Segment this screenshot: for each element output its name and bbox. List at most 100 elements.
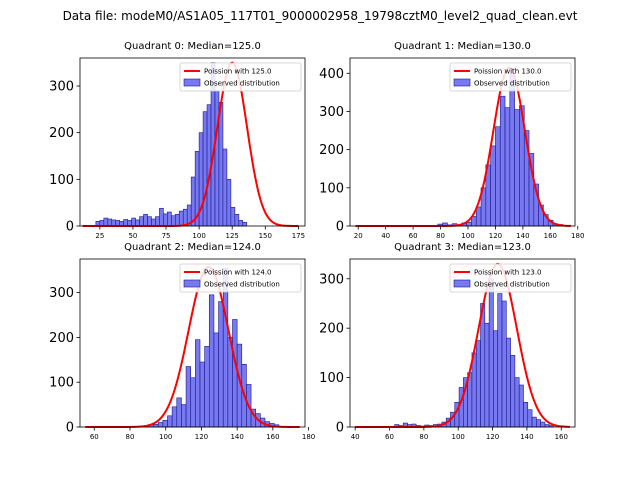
histogram-bar <box>232 319 238 428</box>
histogram-bar <box>182 208 188 227</box>
histogram-bar <box>514 377 520 428</box>
histogram-bar <box>527 409 533 428</box>
x-tick-label: 125 <box>226 232 239 240</box>
histogram-bar <box>155 216 160 227</box>
histogram-bar <box>171 406 178 428</box>
y-tick-label: 200 <box>319 143 344 158</box>
x-tick-label: 180 <box>571 232 584 240</box>
chart-panel-1: Quadrant 1: Median=130.0 20 40 60 80 100 120 14… <box>319 41 584 240</box>
legend-box <box>179 263 302 293</box>
histogram-bar <box>167 211 172 227</box>
histogram-bars <box>437 72 563 227</box>
histogram-bar <box>139 216 144 227</box>
x-tick-label: 60 <box>409 232 418 240</box>
histogram-bar <box>493 330 499 428</box>
y-tick-label: 200 <box>319 322 344 337</box>
histogram-bar <box>499 95 506 227</box>
histogram-bar <box>484 322 490 428</box>
histogram-bar <box>103 217 109 227</box>
x-tick-label: 50 <box>128 232 137 240</box>
histogram-bar <box>234 214 240 227</box>
histogram-bar <box>185 366 192 428</box>
histogram-bar <box>199 361 205 428</box>
legend-line-label: Poission with 130.0 <box>474 68 542 76</box>
histogram-bar <box>226 179 232 227</box>
histogram-bar <box>531 416 537 428</box>
legend-bar-label: Observed distribution <box>474 281 550 289</box>
histogram-bar <box>471 352 477 428</box>
histogram-bar <box>208 294 215 428</box>
legend-box <box>449 62 572 92</box>
figure-suptitle: Data file: modeM0/AS1A05_117T01_90000029… <box>62 9 578 23</box>
histogram-bar <box>151 218 156 227</box>
histogram-bar <box>540 421 546 428</box>
histogram-bar <box>514 109 520 227</box>
histogram-bar <box>488 278 494 428</box>
histogram-bar <box>190 377 196 428</box>
axes-frame <box>79 57 306 227</box>
histogram-bar <box>495 126 501 227</box>
x-tick-label: 40 <box>351 433 360 441</box>
histogram-bar <box>218 301 224 428</box>
x-tick-label: 80 <box>126 433 135 441</box>
x-tick-label: 75 <box>162 232 171 240</box>
histogram-bar <box>157 422 164 428</box>
chart-title: Quadrant 3: Median=123.0 <box>394 242 531 253</box>
x-tick-label: 120 <box>489 232 502 240</box>
histogram-bar <box>143 214 148 227</box>
x-tick-label: 20 <box>354 232 363 240</box>
histogram-bar <box>509 72 515 227</box>
histogram-bar <box>218 102 224 227</box>
y-tick-label: 300 <box>49 286 74 301</box>
x-tick-label: 160 <box>266 433 279 441</box>
legend-line-label: Poission with 124.0 <box>204 269 272 277</box>
y-tick-label: 400 <box>319 67 344 82</box>
chart-panel-0: Quadrant 0: Median=125.0 25 50 75 100 125 150 1… <box>49 41 306 240</box>
x-tick-label: 140 <box>230 433 243 441</box>
legend-bar-swatch <box>453 78 471 87</box>
x-tick-label: 60 <box>90 433 99 441</box>
chart-panel-3: Quadrant 3: Median=123.0 40 60 80 100 120 140 1… <box>319 242 576 441</box>
x-tick-label: 120 <box>486 433 499 441</box>
histogram-bars <box>95 62 248 227</box>
x-tick-label: 60 <box>385 433 394 441</box>
histogram-bar <box>490 145 496 227</box>
x-tick-label: 25 <box>95 232 104 240</box>
histogram-bar <box>204 346 210 428</box>
histogram-bar <box>174 214 180 227</box>
x-tick-label: 100 <box>461 232 474 240</box>
x-tick-label: 100 <box>192 232 205 240</box>
histogram-bar <box>501 300 507 428</box>
y-tick-label: 300 <box>49 80 74 95</box>
x-tick-label: 80 <box>419 433 428 441</box>
histogram-bar <box>238 220 244 227</box>
axes-frame <box>349 258 576 428</box>
legend-box <box>449 263 572 293</box>
histogram-bar <box>167 415 173 428</box>
histogram-bar <box>497 293 503 428</box>
histogram-bar <box>523 401 529 428</box>
axes-frame <box>79 258 306 428</box>
legend-bar-swatch <box>183 279 201 288</box>
y-tick-label: 0 <box>336 220 344 235</box>
y-tick-label: 0 <box>336 421 344 436</box>
legend: Poission with 124.0 Observed distribution <box>179 263 302 293</box>
axes-frame <box>349 57 576 227</box>
histogram-bar <box>181 404 187 428</box>
histogram-bar <box>505 337 511 428</box>
x-tick-label: 40 <box>381 232 390 240</box>
legend-bar-label: Observed distribution <box>204 281 280 289</box>
histogram-bar <box>178 210 184 227</box>
legend: Poission with 125.0 Observed distribution <box>179 62 302 92</box>
histogram-bar <box>162 419 168 428</box>
histogram-bar <box>510 355 516 428</box>
x-tick-label: 100 <box>159 433 172 441</box>
x-tick-label: 140 <box>516 232 529 240</box>
histogram-bar <box>213 332 219 428</box>
legend-bar-label: Observed distribution <box>474 80 550 88</box>
y-tick-label: 200 <box>49 126 74 141</box>
legend: Poission with 130.0 Observed distribution <box>449 62 572 92</box>
y-tick-label: 300 <box>319 272 344 287</box>
histogram-bar <box>153 424 159 428</box>
histogram-bar <box>147 216 152 227</box>
